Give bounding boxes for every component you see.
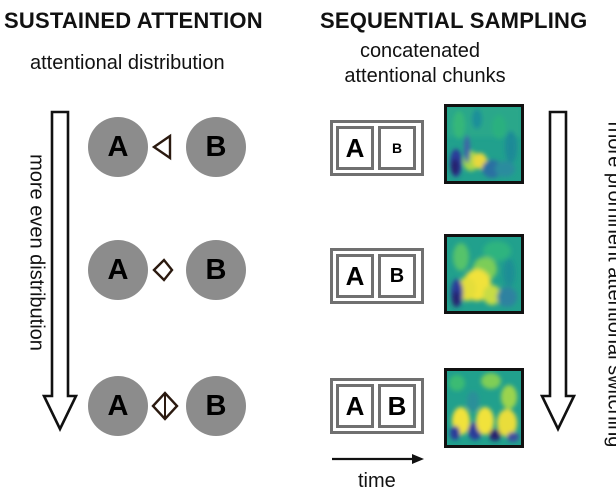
left-heading: SUSTAINED ATTENTION xyxy=(4,8,263,33)
left-axis-label: more even distribution xyxy=(25,154,48,351)
circle-b: B xyxy=(186,240,246,300)
chunk-b: B xyxy=(378,384,416,428)
right-down-arrow-icon xyxy=(540,110,576,432)
circle-b: B xyxy=(186,117,246,177)
heatmap-image xyxy=(444,104,524,184)
heatmap-image xyxy=(444,234,524,314)
right-axis-label: more prominent attentional switching xyxy=(603,121,616,448)
time-arrow-icon xyxy=(332,454,424,464)
left-down-arrow-icon xyxy=(42,110,78,432)
circle-a: A xyxy=(88,117,148,177)
triangle-left-icon xyxy=(151,133,172,161)
attention-chunk-pair: A B xyxy=(330,120,424,176)
heatmap-image xyxy=(444,368,524,448)
chunk-a: A xyxy=(336,384,374,428)
attention-chunk-pair: A B xyxy=(330,378,424,434)
chunk-a: A xyxy=(336,254,374,298)
left-subtitle: attentional distribution xyxy=(30,52,225,74)
right-subtitle-line1: concatenated xyxy=(359,40,481,62)
right-subtitle-line2: attentional chunks xyxy=(344,65,506,87)
diamond-icon xyxy=(151,391,179,421)
attention-chunk-pair: A B xyxy=(330,248,424,304)
right-heading: SEQUENTIAL SAMPLING xyxy=(320,8,588,33)
circle-b: B xyxy=(186,376,246,436)
chunk-b: B xyxy=(378,254,416,298)
circle-a: A xyxy=(88,376,148,436)
circle-a: A xyxy=(88,240,148,300)
chunk-b: B xyxy=(378,126,416,170)
time-label: time xyxy=(358,470,396,492)
chunk-a: A xyxy=(336,126,374,170)
diamond-skewed-icon xyxy=(152,258,174,282)
